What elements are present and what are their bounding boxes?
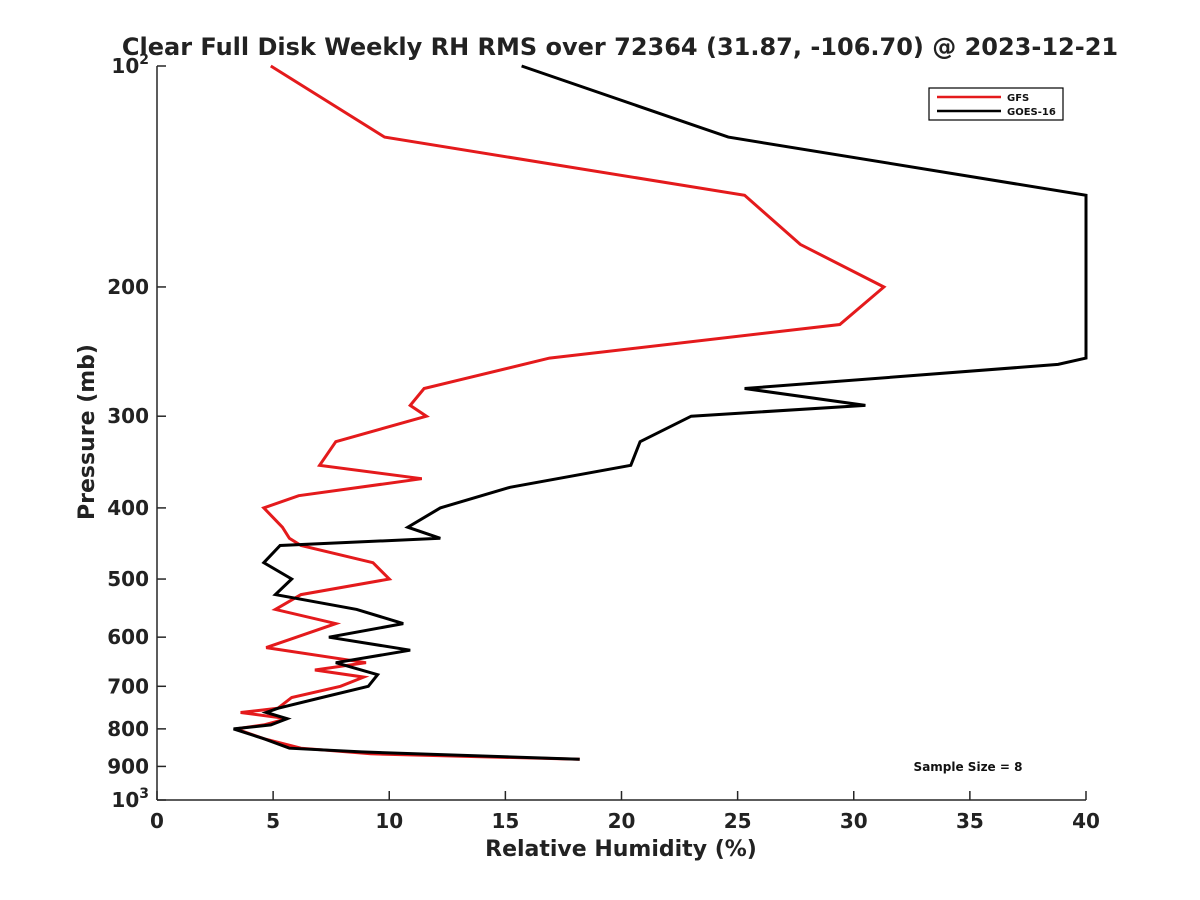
- y-ticks: 102 200 300 400 500 600 700 800 900 103: [107, 52, 166, 812]
- x-tick-label: 15: [491, 809, 519, 833]
- x-tick-label: 10: [375, 809, 403, 833]
- y-tick-label: 500: [107, 567, 149, 591]
- y-tick-label: 700: [107, 674, 149, 698]
- x-tick-label: 20: [608, 809, 636, 833]
- sample-size-annotation: Sample Size = 8: [914, 760, 1023, 774]
- y-tick-label: 800: [107, 717, 149, 741]
- legend-box: [928, 87, 1064, 121]
- x-tick-label: 35: [956, 809, 984, 833]
- chart-title: Clear Full Disk Weekly RH RMS over 72364…: [122, 33, 1118, 61]
- x-tick-label: 40: [1072, 809, 1100, 833]
- series-layer: [233, 64, 1088, 761]
- legend-label-goes16: GOES-16: [1007, 107, 1056, 118]
- x-tick-label: 5: [266, 809, 280, 833]
- y-axis-label: Pressure (mb): [75, 344, 100, 520]
- y-tick-label: 400: [107, 496, 149, 520]
- x-tick-label: 0: [150, 809, 164, 833]
- x-ticks: 0 5 10 15 20 25 30 35 40: [150, 791, 1100, 833]
- series-line-gfs: [235, 64, 887, 761]
- y-tick-label: 600: [107, 625, 149, 649]
- y-tick-label: 300: [107, 404, 149, 428]
- series-line-goes16: [233, 64, 1088, 761]
- x-tick-label: 30: [840, 809, 868, 833]
- legend-label-gfs: GFS: [1007, 93, 1029, 104]
- x-axis-label: Relative Humidity (%): [485, 837, 757, 862]
- y-tick-label: 102: [111, 52, 149, 78]
- y-tick-label: 900: [107, 754, 149, 778]
- y-tick-label: 103: [111, 786, 149, 812]
- legend: GFS GOES-16: [928, 87, 1064, 121]
- x-tick-label: 25: [724, 809, 752, 833]
- y-tick-label: 200: [107, 275, 149, 299]
